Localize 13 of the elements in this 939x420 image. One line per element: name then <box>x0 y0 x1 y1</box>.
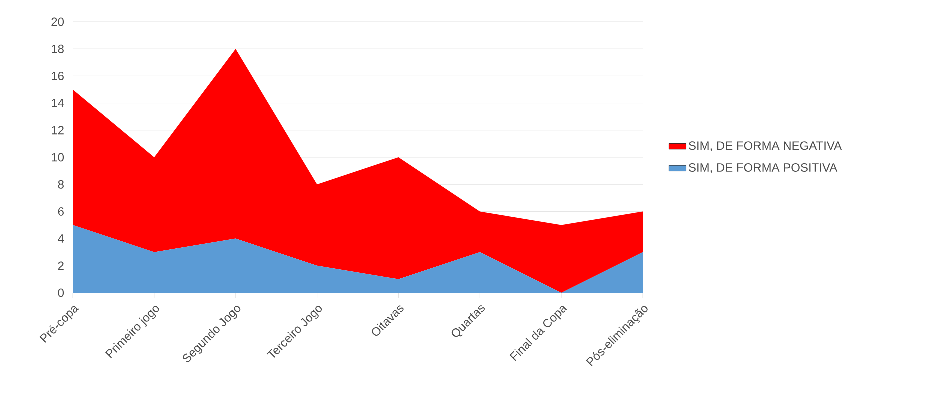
y-tick-label: 6 <box>58 207 64 216</box>
y-tick-label: 10 <box>52 153 64 162</box>
legend-label: SIM, DE FORMA NEGATIVA <box>689 142 842 152</box>
y-tick-label: 4 <box>58 234 64 243</box>
y-tick-label: 8 <box>58 180 64 189</box>
y-tick-label: 18 <box>52 44 64 54</box>
y-tick-label: 20 <box>52 18 64 26</box>
y-tick-label: 2 <box>58 262 64 270</box>
legend-label: SIM, DE FORMA POSITIVA <box>689 163 838 174</box>
y-tick-label: 0 <box>58 288 64 298</box>
y-tick-label: 14 <box>52 99 64 108</box>
y-tick-label: 12 <box>52 126 64 135</box>
y-tick-label: 16 <box>52 72 64 80</box>
